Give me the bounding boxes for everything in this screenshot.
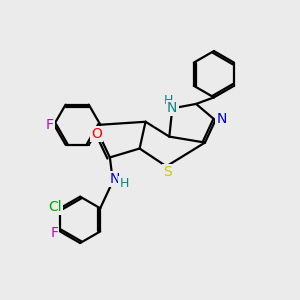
Text: N: N <box>216 112 226 126</box>
Text: H: H <box>119 177 129 190</box>
Text: O: O <box>91 127 102 141</box>
Text: H: H <box>164 94 173 106</box>
Text: S: S <box>164 165 172 179</box>
Text: N: N <box>167 101 178 115</box>
Text: F: F <box>46 118 53 132</box>
Text: F: F <box>50 226 58 240</box>
Text: Cl: Cl <box>48 200 61 214</box>
Text: N: N <box>109 172 119 186</box>
